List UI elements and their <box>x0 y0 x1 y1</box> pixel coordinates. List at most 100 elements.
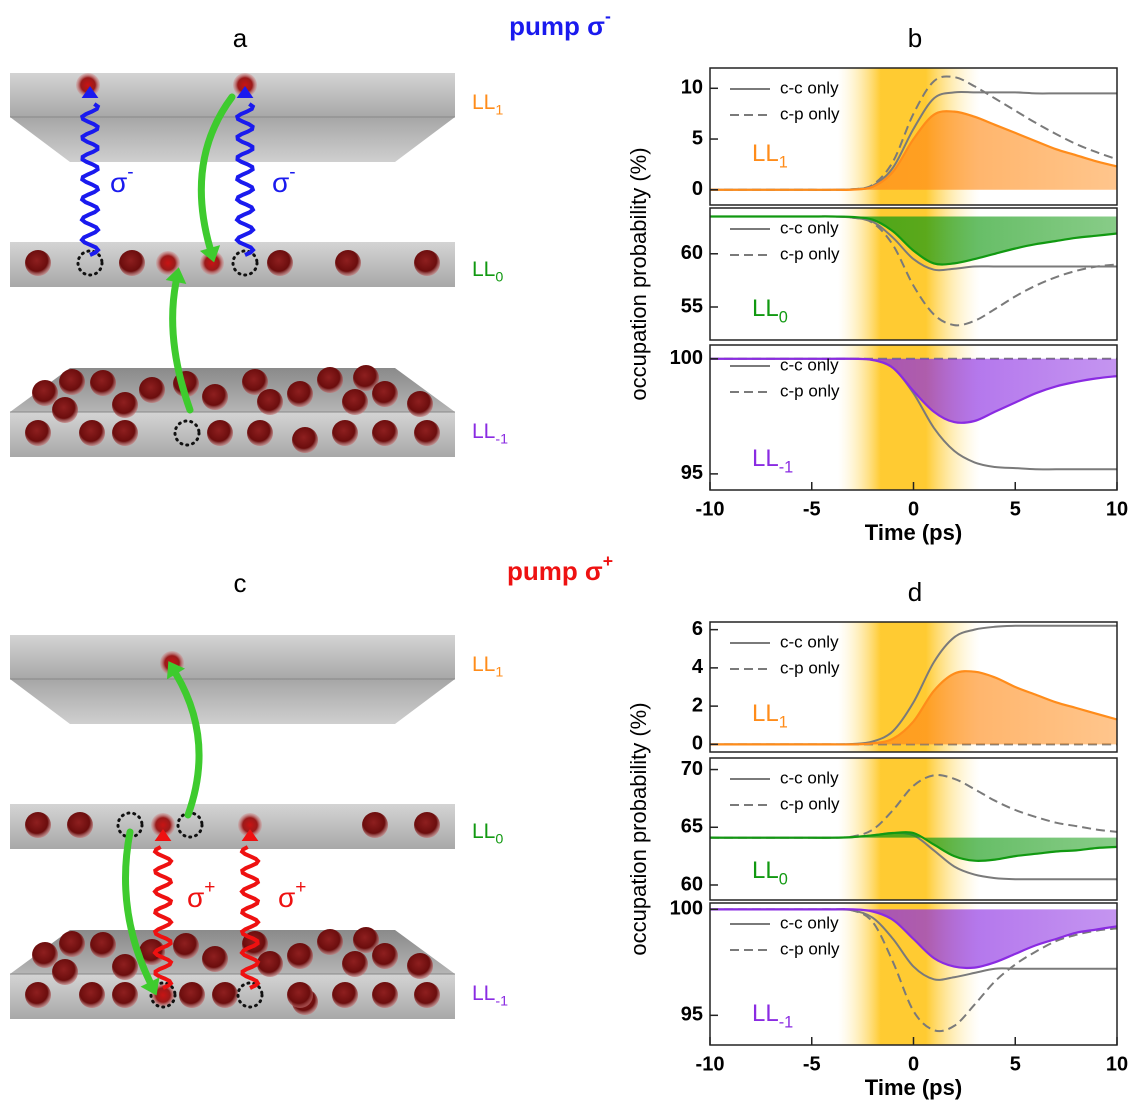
arrow-head <box>241 829 259 841</box>
y-tick-label: 60 <box>681 873 703 895</box>
level-label: LL1 <box>752 700 788 731</box>
y-axis-label: occupation probability (%) <box>626 702 651 955</box>
scattering-arrow <box>172 670 203 819</box>
panel-label: c <box>234 568 247 598</box>
electron <box>212 982 238 1008</box>
line <box>710 908 1117 970</box>
line <box>710 774 1117 839</box>
legend-label: c-p only <box>780 244 840 263</box>
level-label: LL1 <box>472 91 503 119</box>
level-label-sub: 0 <box>495 831 503 847</box>
excited-electron <box>238 813 262 837</box>
level-label-sub: -1 <box>495 431 508 447</box>
electron <box>372 982 398 1008</box>
y-tick-label: 55 <box>681 295 703 317</box>
x-tick-label: 5 <box>1010 498 1021 520</box>
y-tick-label: 0 <box>692 178 703 200</box>
electron <box>25 812 51 838</box>
level-label-main: LL <box>472 420 495 443</box>
electron <box>25 250 51 276</box>
level-label-sub: 1 <box>495 102 503 118</box>
legend-label: c-c only <box>780 913 839 932</box>
scattering-arrow <box>169 278 194 414</box>
electron <box>119 250 145 276</box>
line <box>710 670 1117 746</box>
legend-label: c-p only <box>780 939 840 958</box>
electron <box>139 939 165 965</box>
pump-label-sup: + <box>603 551 613 571</box>
level-label-sub: 0 <box>779 309 788 327</box>
level-label: LL0 <box>472 258 503 286</box>
photon-arrow <box>239 845 261 990</box>
transition-label-main: σ <box>110 167 127 198</box>
arrow-head <box>236 86 254 98</box>
plot-area <box>710 75 1117 191</box>
y-tick-label: 60 <box>681 242 703 264</box>
electron <box>67 812 93 838</box>
transition-label-sup: - <box>127 162 133 183</box>
electron <box>414 982 440 1008</box>
photon-arrow <box>234 102 256 257</box>
electron <box>257 951 283 977</box>
y-tick-label: 2 <box>692 694 703 716</box>
electron <box>242 369 268 395</box>
electron <box>287 982 313 1008</box>
electron <box>25 420 51 446</box>
level-label-main: LL <box>472 91 495 114</box>
electron <box>287 943 313 969</box>
x-axis-label: Time (ps) <box>865 520 962 545</box>
x-axis-label: Time (ps) <box>865 1075 962 1100</box>
level-label: LL0 <box>752 857 788 888</box>
electron <box>317 929 343 955</box>
level-label-main: LL <box>752 1000 779 1027</box>
pump-pulse-band <box>710 758 1117 900</box>
plot-frame <box>709 621 1118 753</box>
y-tick-label: 0 <box>692 733 703 755</box>
level-label-main: LL <box>472 820 495 843</box>
y-tick-label: 65 <box>681 816 703 838</box>
transition-label: σ+ <box>187 877 215 913</box>
transition-label-main: σ <box>278 882 295 913</box>
plot-frame <box>709 757 1118 901</box>
plot-area <box>710 624 1117 746</box>
x-tick-label: 10 <box>1106 1053 1128 1075</box>
x-tick-label: 5 <box>1010 1053 1021 1075</box>
arrow-head <box>165 267 187 284</box>
level-label: LL-1 <box>752 445 793 476</box>
excited-electron <box>233 73 257 97</box>
electron <box>52 959 78 985</box>
level-label-sub: 1 <box>779 714 788 732</box>
pump-label-main: pump σ <box>509 11 605 41</box>
area <box>710 216 1117 265</box>
level-label-main: LL <box>752 140 779 167</box>
plot-area <box>710 357 1117 471</box>
transition-label: σ- <box>272 162 296 198</box>
excited-electron <box>156 251 180 275</box>
electron <box>202 946 228 972</box>
electron <box>414 250 440 276</box>
y-tick-label: 5 <box>692 127 703 149</box>
electron <box>139 377 165 403</box>
pump-label: pump σ+ <box>507 551 613 586</box>
electron <box>335 250 361 276</box>
electron <box>79 982 105 1008</box>
line <box>710 830 1117 862</box>
scattering-arrow <box>122 828 154 986</box>
line <box>710 75 1117 191</box>
panel-label: a <box>233 23 248 53</box>
electron <box>59 931 85 957</box>
level-label-sub: 1 <box>779 154 788 172</box>
hole <box>149 981 177 1009</box>
electron <box>112 954 138 980</box>
level-label-sub: -1 <box>495 993 508 1009</box>
legend-label: c-c only <box>780 218 839 237</box>
y-axis-label: occupation probability (%) <box>626 147 651 400</box>
level-label-main: LL <box>752 700 779 727</box>
electron <box>407 953 433 979</box>
electron <box>173 933 199 959</box>
level-label-main: LL <box>472 653 495 676</box>
arrow-head <box>154 829 172 841</box>
line <box>710 215 1117 266</box>
area <box>710 832 1117 861</box>
electron <box>267 250 293 276</box>
